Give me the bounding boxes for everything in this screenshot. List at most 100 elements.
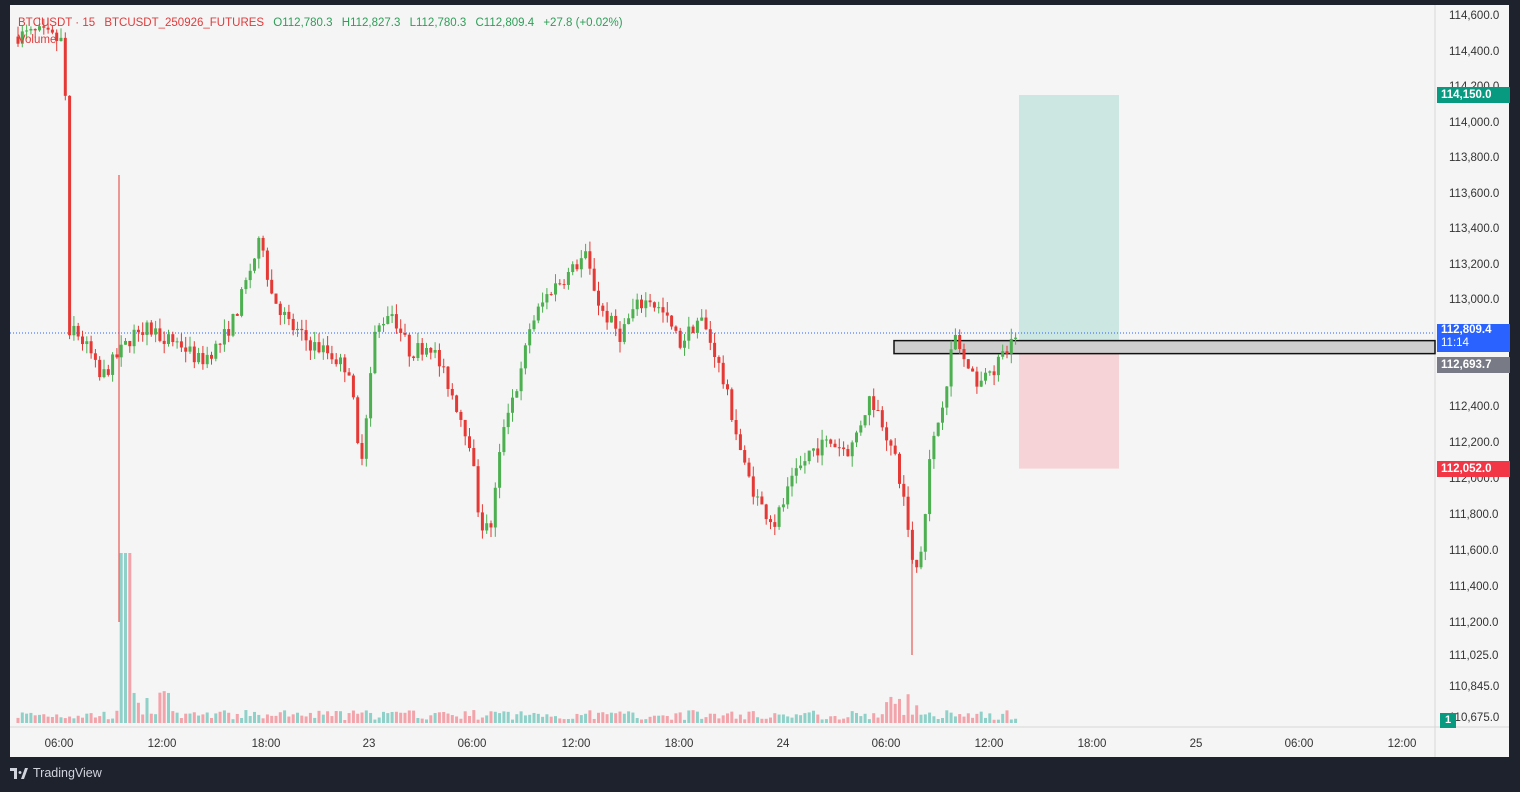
volume-bar [781, 714, 785, 723]
tradingview-logo-icon[interactable] [10, 767, 28, 779]
candle-body [609, 315, 613, 323]
volume-bar [304, 716, 308, 723]
volume-bar [652, 715, 656, 723]
candle-body [317, 342, 321, 353]
volume-bar [463, 711, 467, 723]
entry-rectangle[interactable] [893, 339, 1436, 355]
candle-body [898, 453, 901, 484]
candle-body [265, 250, 269, 280]
volume-bar [764, 718, 768, 723]
candle-body [38, 26, 41, 31]
candle-body [485, 523, 489, 531]
volume-bar [915, 705, 919, 723]
volume-bar [16, 717, 20, 723]
candle-body [816, 448, 820, 456]
price-chart[interactable]: 114,600.0114,400.0114,200.0114,000.0113,… [10, 5, 1509, 757]
volume-bar [321, 714, 325, 723]
candle-body [498, 452, 502, 488]
legend-symbol[interactable]: BTCUSDT · 15 [18, 17, 96, 29]
candle-body [584, 251, 588, 259]
volume-bar [945, 710, 949, 723]
take-profit-zone[interactable] [1019, 95, 1119, 354]
volume-bar [214, 713, 218, 723]
volume-bar [235, 713, 239, 723]
volume-bar [777, 714, 781, 723]
volume-bar [760, 718, 764, 723]
candle-body [769, 519, 772, 523]
volume-bar [756, 717, 760, 723]
volume-bar [794, 714, 798, 723]
volume-bar [979, 711, 983, 723]
volume-bar [210, 717, 213, 723]
stop-loss-zone[interactable] [1019, 353, 1119, 469]
volume-bar [111, 718, 115, 723]
candle-body [304, 330, 308, 341]
volume-bar [171, 711, 175, 723]
candle-body [966, 359, 970, 369]
volume-bar [846, 717, 850, 723]
candle-body [506, 412, 510, 428]
volume-bar [270, 715, 274, 723]
legend-contract: BTCUSDT_250926_FUTURES [104, 17, 265, 29]
volume-bar [541, 716, 545, 723]
volume-bar [287, 716, 291, 723]
volume-bar [842, 718, 846, 723]
candle-body [906, 496, 910, 530]
candle-body [988, 371, 992, 373]
candle-body [442, 366, 446, 368]
candle-body [102, 369, 106, 378]
volume-bar [618, 711, 622, 723]
volume-bar [326, 711, 330, 723]
volume-bar [984, 717, 987, 723]
volume-bar [257, 714, 261, 723]
candle-body [472, 448, 476, 467]
candle-body [89, 341, 93, 354]
price-axis-label: 112,400.0 [1449, 401, 1499, 413]
volume-bar [919, 714, 923, 723]
volume-bar [657, 715, 661, 723]
candle-body [592, 268, 596, 291]
scale-badge[interactable]: 1 [1440, 713, 1456, 728]
candle-body [278, 303, 282, 316]
volume-bar [721, 715, 725, 723]
candle-body [751, 476, 755, 497]
stop-loss-price-tag: 112,052.0 [1437, 461, 1510, 477]
legend-change: +27.8 (+0.02%) [543, 17, 623, 29]
candle-body [394, 314, 398, 329]
candle-body [760, 496, 764, 505]
candle-body [885, 427, 889, 441]
take-profit-price-tag: 114,150.0 [1437, 87, 1510, 103]
volume-bar [205, 712, 209, 723]
volume-bar [640, 719, 643, 723]
volume-bar [412, 710, 416, 723]
volume-label[interactable]: Volume [18, 34, 57, 46]
candle-body [601, 305, 605, 311]
candle-body [941, 407, 944, 423]
volume-bar [63, 718, 67, 723]
volume-bar [261, 718, 265, 723]
volume-bar [885, 702, 889, 723]
candle-body [240, 289, 244, 316]
brand-name[interactable]: TradingView [33, 766, 102, 780]
volume-bar [506, 711, 510, 723]
volume-bar [493, 711, 497, 723]
volume-bar [773, 713, 777, 723]
candle-body [1009, 338, 1013, 354]
candle-body [128, 340, 132, 347]
candle-body [919, 551, 923, 568]
volume-bar [803, 713, 807, 723]
candle-body [618, 328, 622, 342]
candle-body [928, 459, 932, 515]
volume-bar [588, 710, 592, 723]
candle-body [536, 306, 540, 321]
candle-body [1014, 337, 1018, 339]
candle-body [790, 475, 794, 487]
volume-bar [902, 714, 906, 723]
candle-body [171, 334, 175, 343]
candle-body [876, 410, 880, 412]
volume-bar [502, 711, 506, 723]
volume-bar [743, 719, 747, 723]
chart-frame[interactable]: 114,600.0114,400.0114,200.0114,000.0113,… [10, 5, 1509, 757]
candle-body [416, 343, 420, 359]
candle-body [528, 329, 532, 346]
